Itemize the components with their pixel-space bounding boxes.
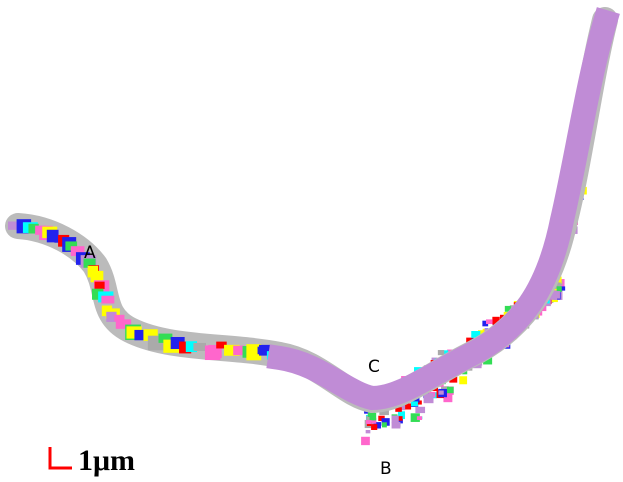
micrograph: A C B 1μm bbox=[0, 0, 623, 482]
background bbox=[0, 0, 623, 482]
label-c: C bbox=[368, 357, 380, 377]
grain bbox=[368, 412, 376, 417]
grain bbox=[557, 286, 562, 292]
grain bbox=[415, 407, 425, 413]
grain bbox=[438, 350, 444, 355]
grain bbox=[439, 390, 444, 394]
grain bbox=[411, 401, 418, 406]
page: {"labels": {"a": "A", "b": "B", "c": "C"… bbox=[0, 0, 623, 482]
grain bbox=[486, 319, 493, 324]
grain bbox=[101, 296, 114, 304]
grain bbox=[382, 422, 387, 427]
grain bbox=[366, 420, 371, 424]
label-a: A bbox=[84, 243, 96, 263]
grain bbox=[392, 422, 401, 429]
grain bbox=[417, 416, 422, 420]
grain bbox=[371, 424, 377, 430]
scale-label: 1μm bbox=[78, 444, 135, 477]
grain bbox=[361, 437, 370, 445]
grain bbox=[193, 343, 206, 351]
grain bbox=[447, 387, 454, 393]
grain bbox=[459, 376, 467, 384]
grain bbox=[366, 430, 371, 433]
grain bbox=[95, 282, 105, 289]
label-b: B bbox=[380, 459, 392, 479]
